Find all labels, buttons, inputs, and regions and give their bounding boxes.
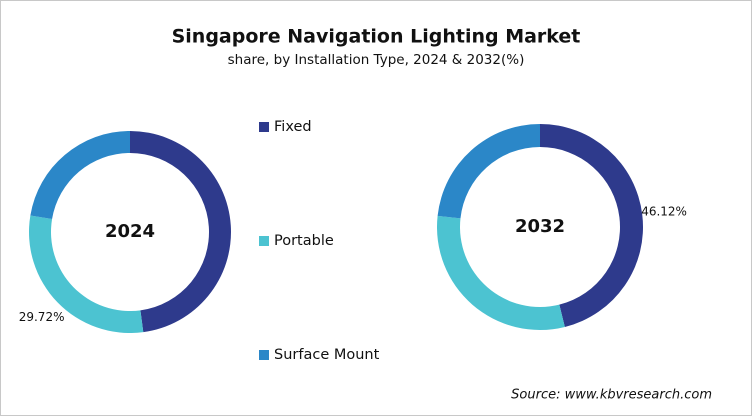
- legend-swatch: [259, 236, 269, 246]
- donut-center-label: 2024: [105, 221, 155, 242]
- legend-swatch: [259, 122, 269, 132]
- data-label: 46.12%: [641, 204, 687, 218]
- donut-center-label: 2032: [515, 216, 565, 237]
- donut-slice: [30, 131, 130, 220]
- donut-slice: [436, 215, 565, 331]
- donut-slice: [29, 215, 144, 333]
- data-label: 29.72%: [19, 310, 65, 324]
- chart-title: Singapore Navigation Lighting Market: [172, 26, 581, 48]
- donut-slice: [540, 124, 644, 327]
- donut-slice: [130, 131, 231, 333]
- chart-subtitle: share, by Installation Type, 2024 & 2032…: [228, 52, 525, 68]
- legend-label: Fixed: [274, 119, 312, 135]
- legend-swatch: [259, 350, 269, 360]
- legend-label: Surface Mount: [274, 347, 380, 363]
- source: Source: www.kbvresearch.com: [511, 388, 712, 403]
- donut-slice: [437, 124, 540, 219]
- legend-label: Portable: [274, 233, 334, 249]
